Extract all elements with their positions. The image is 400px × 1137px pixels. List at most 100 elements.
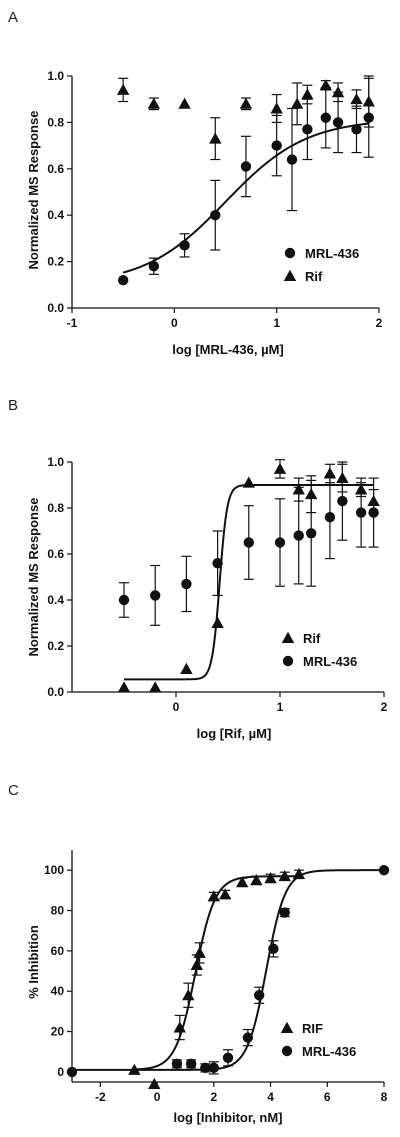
chart-panel-a: 0.0 0.2 0.4 0.6 0.8 1.0 -1 0 1 2 [47,69,382,330]
fit-curve-rif [134,875,299,1071]
x-tick-label-b: 1 [277,700,284,714]
data-point-mrl-436 [117,274,129,286]
data-point-rif [149,681,162,693]
data-point-mrl-436 [279,907,290,918]
data-point-rif [148,1077,161,1089]
y-tick-label-c: 40 [51,984,65,998]
data-point-rif [362,95,375,107]
data-point-rif [239,97,253,109]
x-tick-label-c: 2 [210,1090,217,1104]
data-point-rif [278,870,291,882]
legend-label-b-1: Rif [303,631,321,646]
data-point-mrl-436 [212,558,223,569]
x-axis-label-a: log [MRL-436, µM] [172,342,283,357]
legend-marker-c-1 [280,1021,294,1033]
data-point-rif [182,989,195,1001]
data-point-rif [292,868,306,880]
x-tick-label-c: 0 [154,1090,161,1104]
data-point-rif [273,462,287,474]
data-point-mrl-436 [118,594,130,606]
data-point-rif [180,662,193,674]
legend-marker-a-1 [284,247,296,259]
legend-marker-a-2 [283,269,297,281]
x-axis-label-c: log [Inhibitor, nM] [173,1110,282,1125]
data-point-mrl-436 [181,578,192,590]
data-point-mrl-436 [150,590,161,601]
data-point-mrl-436 [66,1066,78,1078]
legend-label-c-2: MRL-436 [302,1044,356,1059]
legend-marker-b-2 [282,655,294,667]
data-point-mrl-436 [243,537,254,548]
data-point-mrl-436 [242,1032,254,1043]
x-tick-label-a: 2 [376,316,383,330]
fit-curve-mrl-436 [72,869,384,1071]
data-point-mrl-436 [179,240,190,251]
y-tick-label-a: 0.2 [47,255,64,269]
data-point-rif [242,476,255,488]
data-point-mrl-436 [210,210,221,221]
data-point-rif [350,93,363,105]
data-point-rif [331,86,345,98]
panel-letter-a: A [8,9,18,26]
y-axis-label-c: % Inhibition [26,925,41,999]
data-point-mrl-436 [222,1052,234,1063]
chart-panel-b: 0.0 0.2 0.4 0.6 0.8 1.0 0 1 2 [47,455,387,714]
data-point-mrl-436 [271,140,282,151]
x-tick-label-c: 8 [381,1090,388,1104]
data-point-mrl-436 [293,530,304,541]
data-point-mrl-436 [337,495,348,507]
data-point-mrl-436 [351,124,362,135]
data-point-rif [173,1021,186,1033]
y-tick-label-a: 0.6 [47,162,64,176]
legend-label-a-1: MRL-436 [305,246,359,261]
data-point-mrl-436 [320,112,331,123]
y-tick-label-a: 0.4 [47,208,64,222]
data-point-rif [207,890,221,902]
x-tick-label-c: -2 [95,1090,106,1104]
data-point-rif [264,872,277,884]
y-tick-label-a: 0.8 [47,115,64,129]
x-tick-label-b: 2 [381,700,388,714]
data-point-mrl-436 [171,1058,183,1070]
data-point-mrl-436 [148,261,160,272]
y-tick-label-c: 80 [51,904,65,918]
data-point-mrl-436 [274,537,286,548]
y-tick-label-c: 60 [51,944,65,958]
data-point-mrl-436 [332,117,344,128]
data-point-rif [147,97,161,109]
legend-label-a-2: Rif [305,269,323,284]
data-point-rif [190,958,203,970]
data-point-mrl-436 [240,161,252,172]
y-axis-label-b: Normalized MS Response [26,498,41,657]
data-point-rif [290,97,304,109]
legend-label-c-1: RIF [302,1021,323,1036]
y-tick-label-a: 0.0 [47,301,64,315]
data-point-mrl-436 [355,507,367,518]
legend-marker-b-1 [281,631,295,643]
data-point-mrl-436 [185,1058,197,1070]
data-point-rif [211,616,224,628]
x-tick-label-b: 0 [173,700,180,714]
y-tick-label-b: 0.8 [47,501,64,515]
chart-panel-c: 0 20 40 60 80 100 -2 0 2 4 6 8 [44,850,390,1104]
data-point-rif [250,874,263,886]
y-tick-label-b: 0.4 [47,593,64,607]
data-point-rif [178,97,191,109]
y-tick-label-c: 100 [44,863,64,877]
data-point-rif [116,83,130,95]
y-tick-label-b: 0.0 [47,685,64,699]
x-tick-label-a: -1 [67,316,78,330]
data-point-rif [117,681,131,693]
panel-letter-c: C [8,782,19,799]
y-tick-label-b: 1.0 [47,455,64,469]
data-point-mrl-436 [378,864,390,876]
legend-label-b-2: MRL-436 [303,654,357,669]
data-point-rif [193,946,206,958]
data-point-mrl-436 [368,507,379,518]
data-point-rif [319,79,332,91]
data-point-rif [235,876,249,888]
y-tick-label-c: 20 [51,1025,65,1039]
x-axis-label-b: log [Rif, µM] [197,726,272,741]
y-axis-label-a: Normalized MS Response [26,111,41,270]
